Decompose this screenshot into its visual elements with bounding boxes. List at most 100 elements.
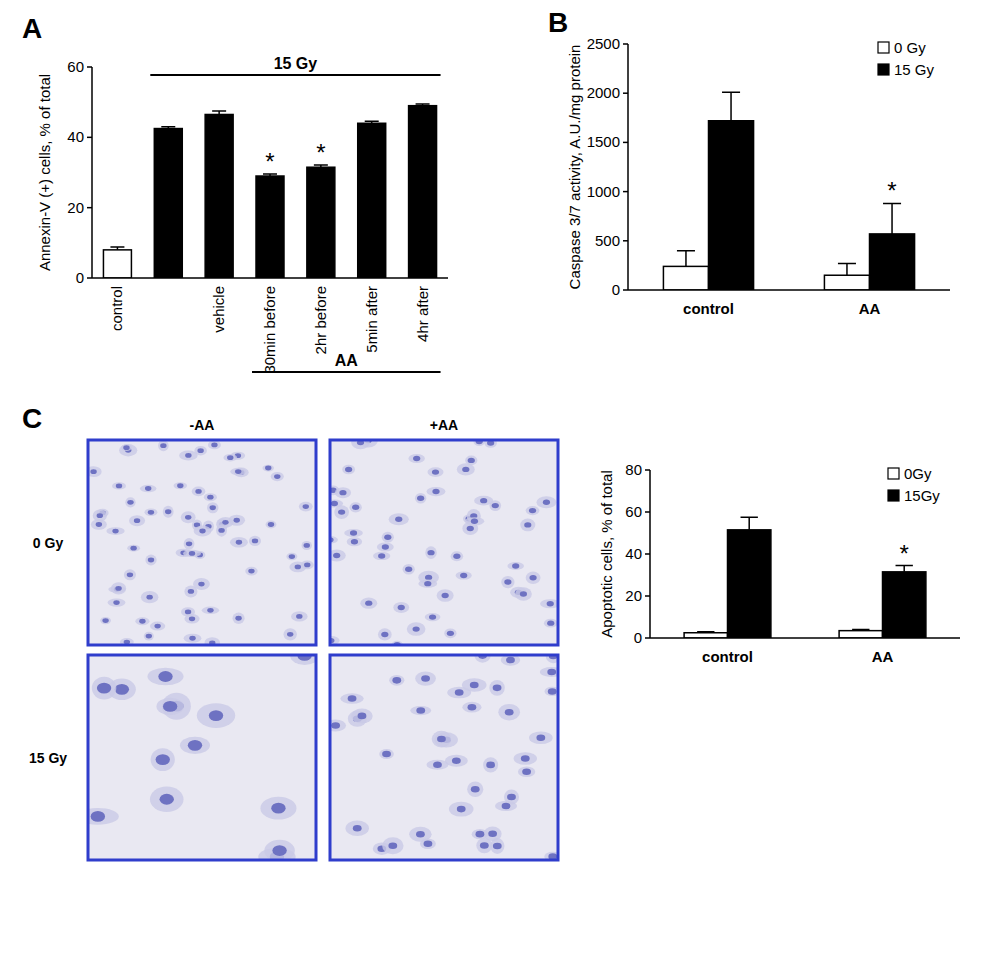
cell-nucleus — [524, 522, 531, 527]
group-label: AA — [335, 352, 359, 369]
micrographs: -AA+AA0 Gy15 Gy — [29, 417, 564, 866]
cell-nucleus — [91, 811, 105, 822]
micrograph-bg — [88, 440, 316, 645]
cell-body — [192, 487, 206, 497]
cell-body — [382, 532, 394, 543]
micrograph — [330, 655, 558, 860]
cell-nucleus — [476, 831, 485, 838]
cell-nucleus — [416, 831, 425, 838]
cell-body — [202, 607, 219, 615]
cell-body — [373, 552, 390, 560]
cell-nucleus — [134, 518, 140, 523]
cell-nucleus — [348, 695, 357, 702]
y-tick-label: 2500 — [587, 35, 620, 52]
x-axis-line — [92, 277, 448, 279]
bar — [870, 234, 915, 290]
cell-body — [111, 582, 126, 594]
error-bar — [110, 247, 124, 250]
cell-body — [286, 553, 297, 561]
cell-body — [445, 755, 468, 767]
cell-body — [216, 524, 227, 536]
cell-body — [340, 693, 363, 703]
cell-nucleus — [447, 631, 454, 636]
cell-nucleus — [218, 528, 224, 533]
cell-body — [112, 482, 126, 489]
cell-body — [147, 668, 183, 685]
error-bar — [852, 629, 869, 630]
cell-nucleus — [395, 516, 402, 521]
cell-nucleus — [486, 762, 495, 769]
cell-nucleus — [90, 469, 96, 474]
cell-nucleus — [424, 581, 431, 586]
bar — [103, 250, 131, 278]
cell-nucleus — [189, 551, 195, 556]
cell-nucleus — [185, 453, 191, 458]
cell-nucleus — [351, 539, 358, 544]
cell-body — [420, 838, 436, 849]
cell-nucleus — [413, 456, 420, 461]
cell-body — [498, 704, 520, 721]
micrograph-bg — [330, 440, 558, 645]
cell-nucleus — [462, 467, 469, 472]
cell-body — [518, 767, 535, 777]
cell-body — [93, 509, 107, 521]
cell-nucleus — [189, 636, 195, 641]
cell-body — [427, 487, 446, 496]
cell-nucleus — [381, 632, 388, 637]
bars — [103, 104, 436, 278]
cell-nucleus — [429, 614, 436, 619]
cell-nucleus — [471, 519, 478, 524]
cell-nucleus — [127, 500, 133, 505]
error-bar — [697, 632, 714, 633]
y-tick — [87, 137, 92, 139]
cell-body — [330, 550, 346, 562]
y-tick — [87, 207, 92, 209]
cell-nucleus — [529, 508, 536, 513]
panel-letter: C — [22, 403, 42, 434]
cell-body — [489, 680, 504, 696]
cell-nucleus — [116, 483, 122, 488]
y-tick-label: 2000 — [587, 84, 620, 101]
legend-label: 0 Gy — [894, 39, 926, 56]
cell-nucleus — [427, 550, 434, 555]
x-tick-label: AA — [859, 300, 881, 317]
cell-body — [158, 440, 169, 451]
cell-nucleus — [505, 709, 514, 716]
cell-nucleus — [148, 558, 154, 563]
cell-nucleus — [392, 677, 401, 684]
cell-body — [520, 519, 535, 532]
cell-body — [462, 702, 481, 713]
cell-nucleus — [97, 513, 103, 518]
cell-nucleus — [433, 761, 442, 768]
cell-nucleus — [177, 483, 183, 488]
cell-nucleus — [158, 671, 172, 682]
cell-body — [410, 706, 431, 715]
cell-body — [425, 613, 441, 621]
cell-nucleus — [432, 469, 439, 474]
group-label: 15 Gy — [274, 55, 318, 72]
y-tick-label: 1000 — [587, 183, 620, 200]
cell-body — [150, 622, 165, 631]
error-bar — [365, 121, 379, 123]
cell-body — [88, 808, 119, 825]
cell-body — [351, 708, 372, 723]
error-bar — [161, 127, 175, 129]
cell-body — [100, 617, 111, 624]
cell-nucleus — [384, 534, 391, 539]
cell-body — [540, 599, 558, 608]
cell-nucleus — [272, 845, 286, 856]
x-tick-label: vehicle — [210, 286, 227, 333]
x-tick-label: control — [108, 286, 125, 331]
cell-nucleus — [235, 616, 241, 621]
cell-body — [262, 465, 274, 472]
cell-body — [181, 511, 196, 523]
panel-letter: B — [548, 7, 568, 38]
cell-body — [271, 472, 284, 481]
y-tick — [623, 289, 628, 291]
cell-body — [382, 837, 403, 854]
cell-nucleus — [102, 618, 108, 623]
cell-nucleus — [160, 443, 166, 448]
cell-nucleus — [547, 669, 556, 676]
error-bar — [677, 251, 695, 267]
cell-body — [389, 675, 404, 686]
